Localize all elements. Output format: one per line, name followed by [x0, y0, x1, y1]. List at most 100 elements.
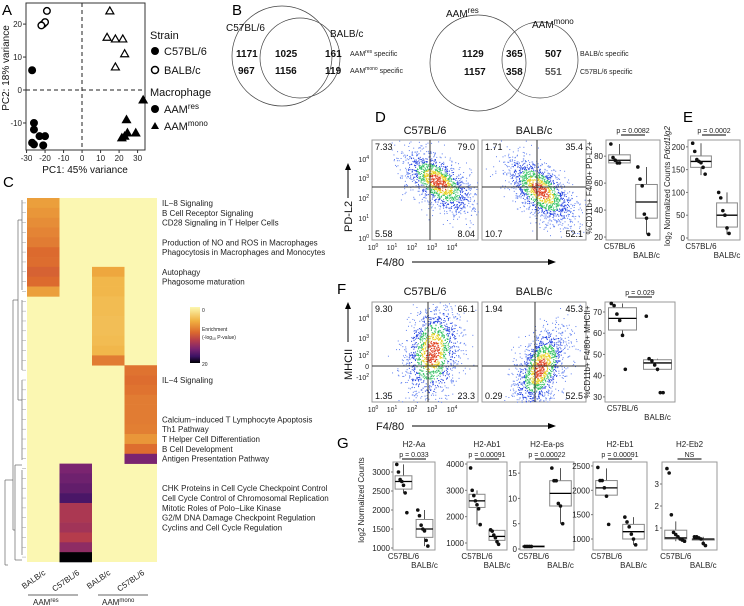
- flow-event: [438, 174, 440, 176]
- flow-event: [507, 373, 509, 375]
- flow-event: [459, 182, 461, 184]
- flow-event: [528, 168, 530, 170]
- flow-event: [435, 324, 437, 326]
- flow-event: [557, 205, 559, 207]
- flow-event: [418, 362, 420, 364]
- flow-event: [535, 170, 537, 172]
- flow-event: [423, 179, 425, 181]
- flow-event: [542, 354, 544, 356]
- flow-event: [534, 199, 536, 201]
- pathway-label: G2/M DNA Damage Checkpoint Regulation: [162, 514, 315, 523]
- flow-event: [410, 177, 412, 179]
- flow-event: [424, 190, 426, 192]
- flow-event: [535, 222, 537, 224]
- flow-event: [514, 183, 516, 185]
- flow-event: [425, 377, 427, 379]
- flow-event: [527, 200, 529, 202]
- flow-event: [438, 400, 440, 402]
- flow-event: [446, 333, 448, 335]
- flow-event: [413, 340, 415, 342]
- venn-circle-res: [429, 14, 527, 112]
- flow-event: [513, 395, 515, 397]
- flow-event: [434, 168, 436, 170]
- flow-event: [524, 181, 526, 183]
- flow-event: [432, 195, 434, 197]
- flow-event: [413, 330, 415, 332]
- flow-event: [549, 355, 551, 357]
- flow-event: [509, 189, 511, 191]
- flow-event: [553, 206, 555, 208]
- flow-event: [400, 175, 402, 177]
- flow-event: [419, 335, 421, 337]
- flow-event: [413, 176, 415, 178]
- flow-event: [441, 336, 443, 338]
- flow-event: [428, 398, 430, 400]
- flow-event: [461, 195, 463, 197]
- flow-event: [555, 357, 557, 359]
- flow-event: [444, 176, 446, 178]
- flow-event: [437, 179, 439, 181]
- flow-event: [454, 190, 456, 192]
- flow-event: [420, 150, 422, 152]
- flow-event: [451, 172, 453, 174]
- flow-event: [524, 176, 526, 178]
- flow-event: [492, 174, 494, 176]
- flow-event: [519, 146, 521, 148]
- flow-event: [437, 167, 439, 169]
- flow-event: [541, 343, 543, 345]
- flow-event: [446, 172, 448, 174]
- flow-event: [434, 342, 436, 344]
- flow-event: [459, 211, 461, 213]
- flow-event: [512, 360, 514, 362]
- flow-event: [402, 346, 404, 348]
- flow-event: [457, 350, 459, 352]
- flow-event: [572, 184, 574, 186]
- flow-event: [456, 313, 458, 315]
- flow-event: [432, 189, 434, 191]
- flow-event: [550, 397, 552, 399]
- flow-event: [435, 173, 437, 175]
- flow-event: [422, 163, 424, 165]
- flow-event: [432, 322, 434, 324]
- flow-event: [423, 178, 425, 180]
- flow-event: [447, 339, 449, 341]
- flow-event: [548, 212, 550, 214]
- flow-event: [422, 356, 424, 358]
- flow-event: [420, 179, 422, 181]
- flow-event: [547, 368, 549, 370]
- flow-event: [434, 350, 436, 352]
- flow-event: [520, 187, 522, 189]
- column-label: BALB/c: [85, 568, 112, 591]
- flow-event: [415, 354, 417, 356]
- flow-event: [535, 192, 537, 194]
- flow-event: [445, 342, 447, 344]
- flow-event: [400, 157, 402, 159]
- flow-event: [402, 194, 404, 196]
- flow-event: [524, 363, 526, 365]
- flow-event: [523, 193, 525, 195]
- flow-event: [443, 176, 445, 178]
- flow-event: [523, 376, 525, 378]
- flow-event: [443, 204, 445, 206]
- flow-event: [422, 318, 424, 320]
- flow-event: [507, 172, 509, 174]
- flow-event: [424, 395, 426, 397]
- flow-event: [521, 188, 523, 190]
- flow-event: [550, 193, 552, 195]
- flow-event: [447, 327, 449, 329]
- flow-event: [519, 181, 521, 183]
- flow-event: [414, 198, 416, 200]
- quadrant-value-ur: 66.1: [457, 304, 475, 314]
- flow-event: [555, 202, 557, 204]
- flow-event: [438, 168, 440, 170]
- pca-point: [37, 21, 46, 30]
- flow-event: [537, 380, 539, 382]
- flow-event: [442, 329, 444, 331]
- flow-event: [432, 377, 434, 379]
- arrowhead-icon: [345, 163, 351, 170]
- flow-event: [416, 154, 418, 156]
- flow-event: [556, 222, 558, 224]
- flow-event: [521, 190, 523, 192]
- flow-event: [439, 192, 441, 194]
- flow-event: [423, 378, 425, 380]
